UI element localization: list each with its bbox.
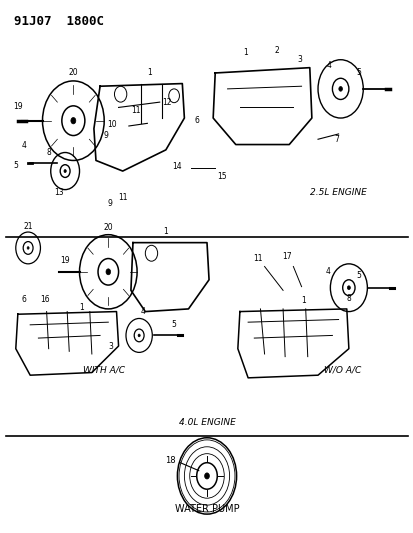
Text: 18: 18: [165, 456, 176, 465]
Text: 1: 1: [79, 303, 84, 312]
Text: 4.0L ENGINE: 4.0L ENGINE: [178, 418, 235, 427]
Circle shape: [338, 86, 342, 91]
Text: W/O A/C: W/O A/C: [323, 366, 361, 374]
Circle shape: [204, 473, 209, 479]
Text: 12: 12: [162, 99, 172, 108]
Text: 4: 4: [21, 141, 26, 150]
Text: 11: 11: [131, 107, 140, 115]
Text: 3: 3: [297, 55, 301, 64]
Text: 1: 1: [301, 296, 305, 305]
Text: 1: 1: [163, 227, 168, 236]
Text: 4: 4: [325, 61, 330, 70]
Text: 11: 11: [253, 254, 263, 263]
Text: 6: 6: [194, 116, 199, 125]
Circle shape: [138, 334, 140, 337]
Text: 4: 4: [140, 308, 145, 317]
Text: 1: 1: [147, 68, 152, 77]
Text: WATER PUMP: WATER PUMP: [174, 504, 239, 514]
Text: 19: 19: [13, 102, 23, 111]
Text: 4: 4: [325, 268, 330, 276]
Text: 2.5L ENGINE: 2.5L ENGINE: [309, 188, 366, 197]
Text: 7: 7: [333, 135, 338, 144]
Text: 17: 17: [282, 252, 291, 261]
Text: WITH A/C: WITH A/C: [83, 366, 125, 374]
Text: 1: 1: [243, 48, 248, 57]
Circle shape: [64, 169, 66, 173]
Circle shape: [106, 269, 110, 275]
Text: 3: 3: [108, 342, 112, 351]
Text: 8: 8: [346, 294, 351, 303]
Text: 5: 5: [13, 161, 18, 170]
Text: 20: 20: [103, 223, 113, 232]
Text: 19: 19: [60, 256, 70, 265]
Text: 13: 13: [54, 188, 64, 197]
Text: 5: 5: [356, 271, 361, 280]
Text: 9: 9: [107, 199, 112, 208]
Text: 16: 16: [40, 295, 49, 304]
Text: 6: 6: [21, 295, 26, 304]
Text: 10: 10: [107, 119, 116, 128]
Text: 2: 2: [274, 46, 279, 55]
Text: 11: 11: [118, 193, 127, 203]
Circle shape: [71, 117, 76, 124]
Text: 5: 5: [356, 68, 361, 77]
Text: 8: 8: [46, 148, 51, 157]
Text: 14: 14: [172, 161, 181, 171]
Text: 5: 5: [171, 320, 176, 329]
Text: 21: 21: [23, 222, 33, 231]
Text: 9: 9: [103, 131, 108, 140]
Circle shape: [27, 247, 29, 249]
Text: 91J07  1800C: 91J07 1800C: [14, 14, 104, 28]
Text: 15: 15: [217, 172, 226, 181]
Circle shape: [347, 286, 349, 289]
Text: 20: 20: [69, 68, 78, 77]
